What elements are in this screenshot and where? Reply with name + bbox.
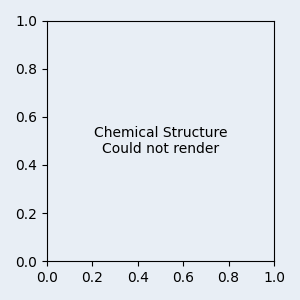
Text: Chemical Structure
Could not render: Chemical Structure Could not render	[94, 126, 227, 156]
